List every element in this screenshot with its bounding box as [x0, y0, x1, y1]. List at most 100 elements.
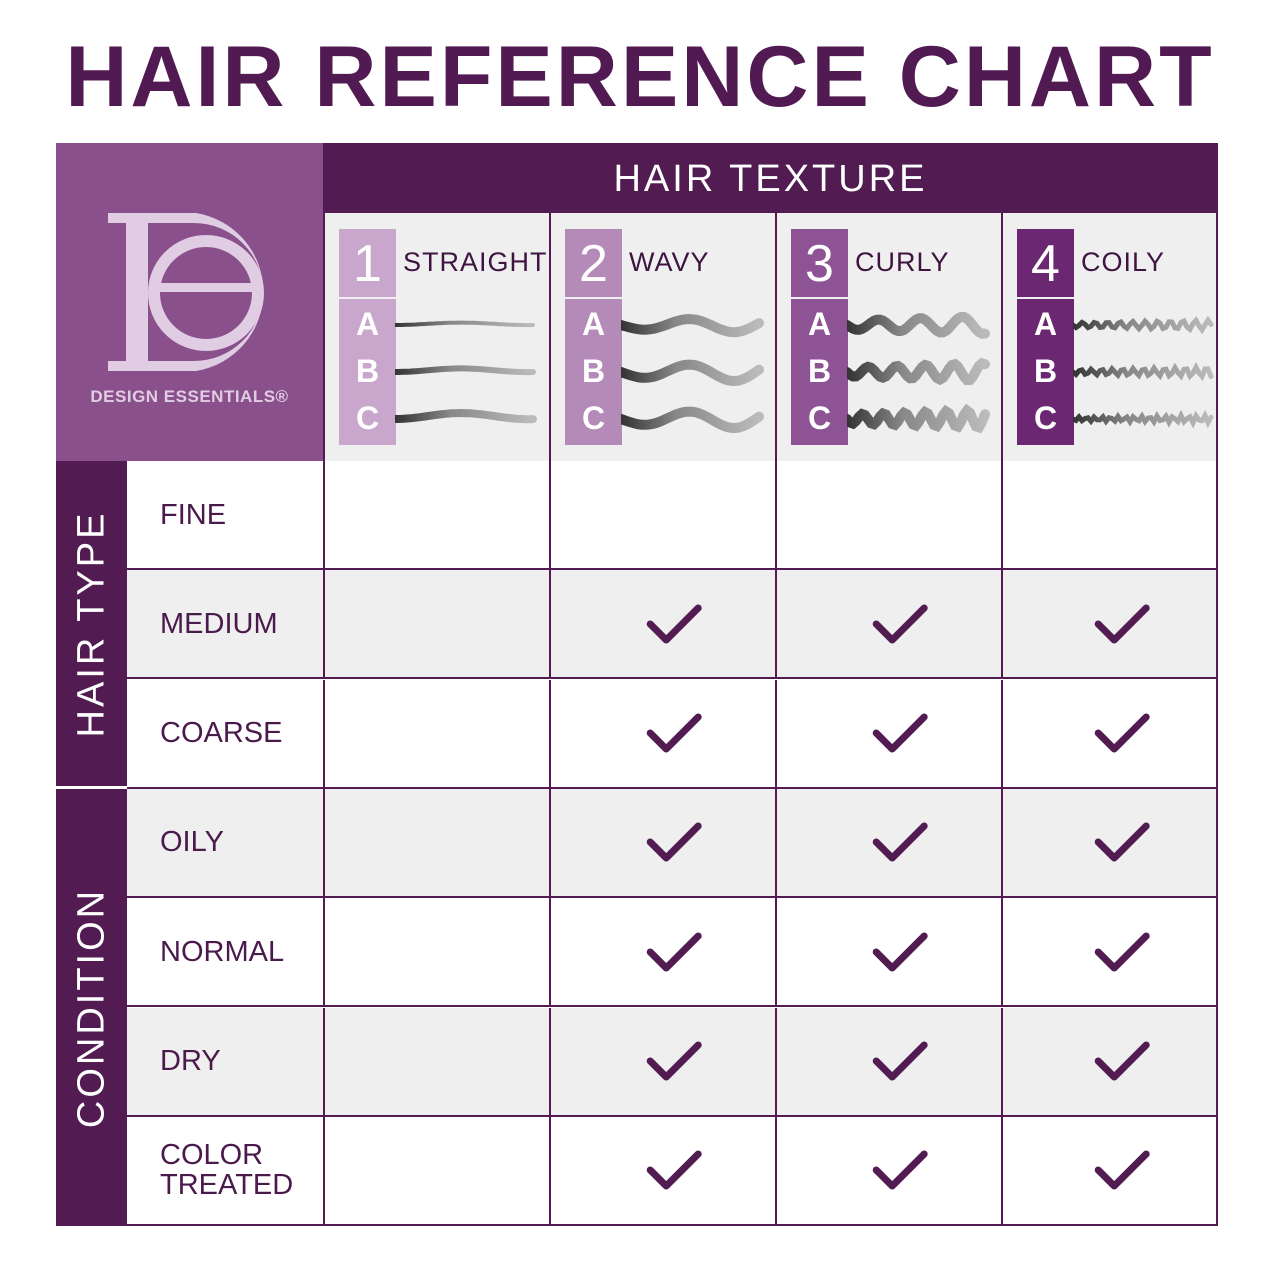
hair-strand-a	[1073, 315, 1214, 335]
texture-name: STRAIGHT	[403, 247, 548, 277]
hair-strand-c	[395, 408, 537, 424]
table-cell	[323, 788, 549, 896]
table-row: DRY	[127, 1007, 1218, 1117]
group-label: HAIR TYPE	[70, 510, 112, 737]
subtype-label: A	[807, 306, 832, 342]
subtype-label: C	[581, 400, 606, 436]
table-cell	[775, 679, 1001, 787]
hair-strands-illustration	[395, 320, 537, 424]
table-cell	[549, 1007, 775, 1115]
table-cell	[549, 788, 775, 896]
table-cell	[775, 1007, 1001, 1115]
checkmark-icon	[646, 604, 702, 644]
hair-strand-c	[621, 406, 764, 434]
hair-strand-a	[621, 314, 764, 338]
checkmark-icon	[1094, 1041, 1150, 1081]
table-row: FINE	[127, 461, 1218, 570]
table-cell	[1001, 898, 1218, 1006]
row-label: MEDIUM	[160, 607, 278, 640]
table-row: MEDIUM	[127, 570, 1218, 680]
table-cell	[1001, 1116, 1218, 1224]
table-cell	[323, 898, 549, 1006]
checkmark-icon	[1094, 822, 1150, 862]
subtype-label: A	[581, 306, 606, 342]
table-cell	[775, 898, 1001, 1006]
checkmark-icon	[872, 932, 928, 972]
checkmark-icon	[872, 713, 928, 753]
checkmark-icon	[646, 1150, 702, 1190]
subtype-label: A	[355, 306, 380, 342]
table-row: NORMAL	[127, 898, 1218, 1008]
checkmark-icon	[1094, 713, 1150, 753]
table-cell	[1001, 461, 1218, 568]
table-cell	[323, 679, 549, 787]
table-cell	[1001, 788, 1218, 896]
subtype-label: C	[807, 400, 832, 436]
group-label: CONDITION	[70, 887, 112, 1128]
hair-strand-b	[621, 359, 764, 387]
subtype-label: B	[807, 353, 832, 389]
checkmark-icon	[872, 1150, 928, 1190]
table-cell	[549, 679, 775, 787]
table-cell	[549, 898, 775, 1006]
texture-number: 2	[565, 229, 622, 297]
table-cell	[549, 1116, 775, 1224]
checkmark-icon	[872, 1041, 928, 1081]
checkmark-icon	[1094, 1150, 1150, 1190]
table-cell	[775, 461, 1001, 568]
checkmark-icon	[1094, 604, 1150, 644]
row-label: COLOR TREATED	[160, 1139, 294, 1202]
hair-strands-illustration	[847, 312, 990, 434]
table-cell	[323, 570, 549, 678]
table-cell	[323, 1007, 549, 1115]
hair-strand-b	[1073, 361, 1214, 382]
texture-name: COILY	[1081, 247, 1166, 277]
hair-strands-illustration	[1073, 315, 1214, 429]
checkmark-icon	[872, 822, 928, 862]
hair-strands-illustration	[621, 314, 764, 434]
hair-strand-b	[395, 365, 536, 376]
table-cell	[775, 788, 1001, 896]
group-hair-type: HAIR TYPE	[56, 461, 127, 788]
row-label: NORMAL	[160, 935, 285, 968]
table-cell	[323, 1116, 549, 1224]
page-title: HAIR REFERENCE CHART	[65, 29, 1215, 125]
table-cell	[323, 461, 549, 568]
table-cell	[1001, 1007, 1218, 1115]
subtype-label: C	[355, 400, 380, 436]
table-cell	[1001, 679, 1218, 787]
row-label: FINE	[160, 498, 227, 531]
hair-strand-b	[847, 357, 990, 386]
brand-name: DESIGN ESSENTIALS®	[90, 387, 289, 406]
texture-number: 4	[1017, 229, 1074, 297]
table-cell	[1001, 570, 1218, 678]
table-cell	[775, 1116, 1001, 1224]
subtype-label: B	[1033, 353, 1058, 389]
texture-name: WAVY	[629, 247, 710, 277]
checkmark-icon	[646, 713, 702, 753]
de-monogram-icon	[108, 213, 264, 371]
texture-name: CURLY	[855, 247, 950, 277]
subtype-label: A	[1033, 306, 1058, 342]
checkmark-icon	[646, 822, 702, 862]
checkmark-icon	[646, 1041, 702, 1081]
subtype-label: B	[355, 353, 380, 389]
table-row: COARSE	[127, 679, 1218, 789]
table-cell	[775, 570, 1001, 678]
texture-number: 3	[791, 229, 848, 297]
subtype-label: C	[1033, 400, 1058, 436]
table-cell	[549, 570, 775, 678]
row-label: DRY	[160, 1045, 221, 1077]
row-label: OILY	[160, 826, 224, 859]
group-condition: CONDITION	[56, 789, 127, 1226]
row-label: COARSE	[160, 717, 283, 750]
checkmark-icon	[646, 932, 702, 972]
brand-logo: DESIGN ESSENTIALS®	[56, 143, 323, 461]
texture-number: 1	[339, 229, 396, 297]
